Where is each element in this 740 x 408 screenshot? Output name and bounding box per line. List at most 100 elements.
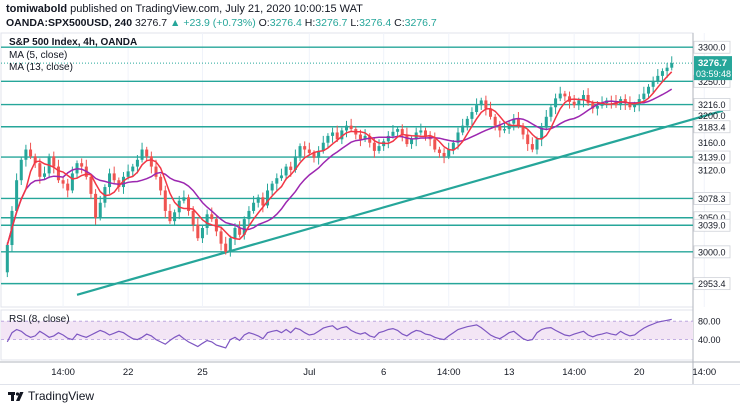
candle-body[interactable] [456,132,460,143]
candle-body[interactable] [595,105,599,109]
candle-body[interactable] [154,166,158,177]
candle-body[interactable] [651,81,655,87]
candle-body[interactable] [461,125,465,133]
candle-body[interactable] [145,149,149,157]
candle-body[interactable] [326,135,330,143]
candle-body[interactable] [228,238,232,252]
candle-body[interactable] [224,243,228,252]
candle-body[interactable] [479,100,483,106]
candle-body[interactable] [423,130,427,136]
candle-body[interactable] [66,183,70,191]
candle-body[interactable] [642,93,646,100]
candle-body[interactable] [247,210,251,220]
ma13-line[interactable] [6,88,673,246]
candle-body[interactable] [256,197,260,203]
candle-body[interactable] [94,193,98,218]
candle-body[interactable] [289,166,293,170]
candle-body[interactable] [526,134,530,145]
candle-body[interactable] [535,139,539,150]
candle-body[interactable] [56,166,60,181]
candle-body[interactable] [470,112,474,119]
candle-body[interactable] [80,163,84,167]
candle-body[interactable] [340,130,344,140]
candle-body[interactable] [303,146,307,150]
candle-body[interactable] [540,127,544,140]
candle-body[interactable] [191,210,195,225]
candle-body[interactable] [298,146,302,157]
candle-body[interactable] [135,159,139,167]
symbol-label[interactable]: OANDA:SPX500USD, 240 [6,17,133,29]
candle-body[interactable] [577,100,581,106]
candle-body[interactable] [293,156,297,170]
candle-body[interactable] [581,94,585,101]
candle-body[interactable] [516,118,520,126]
candle-body[interactable] [89,176,93,194]
candle-body[interactable] [19,159,23,181]
candle-body[interactable] [140,149,144,160]
candle-body[interactable] [38,163,42,177]
candle-body[interactable] [173,212,177,222]
candle-body[interactable] [233,227,237,239]
candle-body[interactable] [275,178,279,184]
candle-body[interactable] [586,94,590,104]
candle-body[interactable] [591,103,595,109]
candle-body[interactable] [633,104,637,108]
candle-body[interactable] [261,197,265,206]
candle-body[interactable] [168,210,172,222]
candle-body[interactable] [279,175,283,179]
candle-body[interactable] [284,166,288,176]
candle-body[interactable] [377,146,381,151]
candle-body[interactable] [637,99,641,105]
tradingview-brand[interactable]: TradingView [8,389,94,403]
candle-body[interactable] [242,219,246,235]
candle-body[interactable] [670,63,674,68]
candle-body[interactable] [52,156,56,167]
candle-body[interactable] [391,131,395,136]
candle-body[interactable] [549,107,553,117]
candle-body[interactable] [502,129,506,131]
candle-body[interactable] [521,125,525,135]
rsi-line[interactable] [6,318,672,349]
candle-body[interactable] [163,190,167,211]
candle-body[interactable] [386,135,390,142]
candle-body[interactable] [368,135,372,143]
candle-body[interactable] [331,132,335,136]
candle-body[interactable] [475,105,479,113]
candle-body[interactable] [372,142,376,151]
candle-body[interactable] [182,197,186,201]
candle-body[interactable] [266,190,270,206]
candle-body[interactable] [196,224,200,239]
candle-body[interactable] [349,125,353,130]
candle-body[interactable] [61,180,65,184]
candle-body[interactable] [15,180,19,211]
candle-body[interactable] [344,125,349,131]
candle-body[interactable] [112,173,116,181]
ma5-line[interactable] [6,71,673,246]
candle-body[interactable] [70,173,74,191]
candle-body[interactable] [307,149,311,153]
candle-body[interactable] [405,134,409,145]
candle-body[interactable] [205,214,209,228]
candle-body[interactable] [219,231,223,244]
candle-body[interactable] [530,144,534,150]
candle-body[interactable] [238,227,242,235]
candle-body[interactable] [149,156,153,167]
candle-body[interactable] [33,156,37,164]
candle-body[interactable] [656,75,660,82]
candle-body[interactable] [600,103,604,106]
candle-body[interactable] [252,202,256,211]
candle-body[interactable] [489,108,493,117]
candle-body[interactable] [447,149,451,157]
candle-body[interactable] [131,166,135,172]
candle-body[interactable] [270,183,274,191]
trendline[interactable] [76,109,724,296]
candle-body[interactable] [400,129,404,135]
candle-body[interactable] [623,99,627,104]
candle-body[interactable] [512,118,516,124]
candle-body[interactable] [108,173,112,188]
candle-body[interactable] [335,132,339,140]
candle-body[interactable] [451,142,455,150]
candle-body[interactable] [665,67,669,72]
candle-body[interactable] [493,116,497,126]
candle-body[interactable] [42,173,47,177]
